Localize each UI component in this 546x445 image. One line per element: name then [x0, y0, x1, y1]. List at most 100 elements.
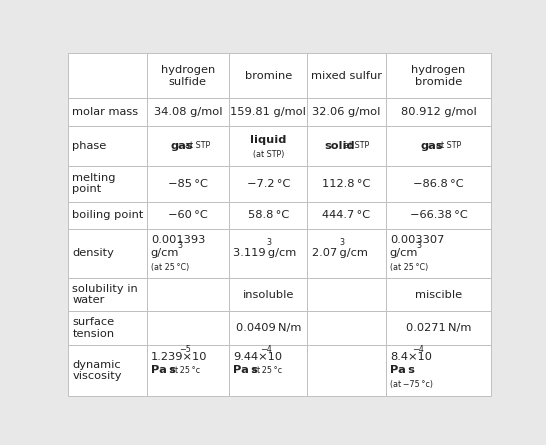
Text: 0.0271 N/m: 0.0271 N/m	[406, 323, 471, 333]
Text: gas: gas	[421, 141, 443, 150]
Bar	[385, 166, 491, 202]
Bar	[68, 166, 146, 202]
Text: (at STP): (at STP)	[252, 150, 284, 159]
Text: density: density	[73, 248, 114, 259]
Bar	[385, 311, 491, 345]
Text: insoluble: insoluble	[242, 290, 294, 299]
Bar	[385, 202, 491, 229]
Text: boiling point: boiling point	[73, 210, 144, 220]
Bar	[68, 278, 146, 311]
Text: (at 25 °C): (at 25 °C)	[390, 263, 428, 271]
Bar	[385, 345, 491, 396]
Text: solubility in
water: solubility in water	[73, 284, 138, 305]
Text: dynamic
viscosity: dynamic viscosity	[73, 360, 122, 381]
Bar	[146, 345, 229, 396]
Text: 3: 3	[416, 242, 421, 251]
Text: 34.08 g/mol: 34.08 g/mol	[153, 107, 222, 117]
Text: Pa s: Pa s	[390, 365, 415, 376]
Bar	[307, 311, 385, 345]
Bar	[385, 98, 491, 125]
Text: g/cm: g/cm	[151, 248, 179, 259]
Text: solid: solid	[325, 141, 355, 150]
Bar	[307, 345, 385, 396]
Text: −4: −4	[412, 345, 424, 354]
Text: 0.001393: 0.001393	[151, 235, 205, 245]
Bar	[229, 311, 307, 345]
Text: 159.81 g/mol: 159.81 g/mol	[230, 107, 306, 117]
Bar	[229, 278, 307, 311]
Text: Pa s: Pa s	[151, 365, 176, 376]
Text: 8.4×10: 8.4×10	[390, 352, 432, 361]
Text: bromine: bromine	[245, 71, 292, 81]
Text: 58.8 °C: 58.8 °C	[247, 210, 289, 220]
Text: liquid: liquid	[250, 135, 286, 145]
Text: at STP: at STP	[436, 141, 461, 150]
Bar	[229, 202, 307, 229]
Text: (at −75 °c): (at −75 °c)	[390, 380, 433, 389]
Text: −86.8 °C: −86.8 °C	[413, 178, 464, 189]
Text: at 25 °c: at 25 °c	[252, 366, 282, 375]
Bar	[229, 125, 307, 166]
Text: 3: 3	[177, 242, 182, 251]
Bar	[68, 53, 146, 98]
Text: 3.119 g/cm: 3.119 g/cm	[233, 248, 296, 259]
Text: Pa s: Pa s	[233, 365, 258, 376]
Text: at STP: at STP	[185, 141, 210, 150]
Text: at 25 °c: at 25 °c	[170, 366, 200, 375]
Text: 0.0409 N/m: 0.0409 N/m	[235, 323, 301, 333]
Bar	[307, 229, 385, 278]
Text: molar mass: molar mass	[73, 107, 139, 117]
Bar	[68, 125, 146, 166]
Bar	[146, 98, 229, 125]
Bar	[146, 278, 229, 311]
Bar	[68, 311, 146, 345]
Bar	[229, 98, 307, 125]
Text: g/cm: g/cm	[390, 248, 418, 259]
Bar	[307, 125, 385, 166]
Text: −85 °C: −85 °C	[168, 178, 207, 189]
Text: miscible: miscible	[415, 290, 462, 299]
Bar	[229, 229, 307, 278]
Bar	[229, 166, 307, 202]
Text: (at 25 °C): (at 25 °C)	[151, 263, 189, 271]
Text: 32.06 g/mol: 32.06 g/mol	[312, 107, 381, 117]
Text: 3: 3	[266, 238, 271, 247]
Text: 0.003307: 0.003307	[390, 235, 444, 245]
Text: at STP: at STP	[345, 141, 370, 150]
Text: 2.07 g/cm: 2.07 g/cm	[312, 248, 367, 259]
Text: surface
tension: surface tension	[73, 317, 115, 339]
Text: 9.44×10: 9.44×10	[233, 352, 282, 361]
Bar	[385, 229, 491, 278]
Bar	[146, 311, 229, 345]
Bar	[68, 98, 146, 125]
Bar	[229, 345, 307, 396]
Text: hydrogen
sulfide: hydrogen sulfide	[161, 65, 215, 87]
Bar	[307, 278, 385, 311]
Text: hydrogen
bromide: hydrogen bromide	[411, 65, 466, 87]
Text: melting
point: melting point	[73, 173, 116, 194]
Text: mixed sulfur: mixed sulfur	[311, 71, 382, 81]
Bar	[68, 345, 146, 396]
Text: −60 °C: −60 °C	[168, 210, 207, 220]
Bar	[146, 202, 229, 229]
Text: −7.2 °C: −7.2 °C	[246, 178, 290, 189]
Text: 80.912 g/mol: 80.912 g/mol	[401, 107, 476, 117]
Bar	[307, 98, 385, 125]
Bar	[68, 202, 146, 229]
Bar	[385, 125, 491, 166]
Text: 112.8 °C: 112.8 °C	[322, 178, 371, 189]
Text: 3: 3	[340, 238, 345, 247]
Bar	[307, 53, 385, 98]
Text: −66.38 °C: −66.38 °C	[410, 210, 467, 220]
Text: −5: −5	[180, 345, 192, 354]
Bar	[307, 166, 385, 202]
Bar	[385, 53, 491, 98]
Bar	[146, 166, 229, 202]
Bar	[307, 202, 385, 229]
Bar	[68, 229, 146, 278]
Bar	[146, 53, 229, 98]
Bar	[146, 125, 229, 166]
Text: phase: phase	[73, 141, 106, 150]
Bar	[146, 229, 229, 278]
Text: 444.7 °C: 444.7 °C	[322, 210, 371, 220]
